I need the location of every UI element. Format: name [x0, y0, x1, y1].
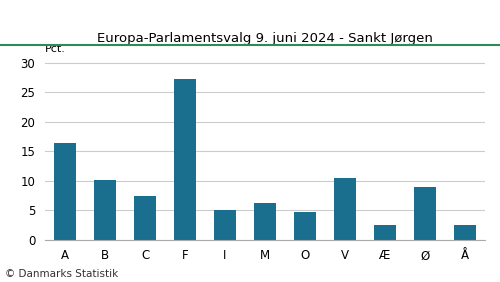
Bar [414, 187, 436, 240]
Bar [374, 225, 396, 240]
Text: Pct.: Pct. [45, 44, 66, 54]
Bar [94, 180, 116, 240]
Bar [214, 210, 236, 240]
Bar [294, 212, 316, 240]
Bar [54, 143, 76, 240]
Bar [174, 79, 196, 240]
Title: Europa-Parlamentsvalg 9. juni 2024 - Sankt Jørgen: Europa-Parlamentsvalg 9. juni 2024 - San… [97, 32, 433, 45]
Bar [254, 202, 276, 240]
Text: © Danmarks Statistik: © Danmarks Statistik [5, 269, 118, 279]
Bar [454, 225, 476, 240]
Bar [134, 196, 156, 240]
Bar [334, 178, 356, 240]
